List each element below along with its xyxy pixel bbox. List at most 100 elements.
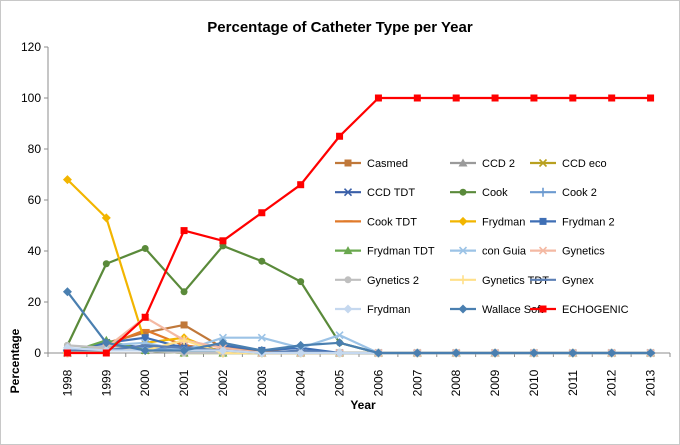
legend-label: Cook 2 bbox=[562, 187, 597, 199]
legend-swatch-marker bbox=[344, 159, 352, 167]
y-tick-label: 120 bbox=[21, 40, 41, 54]
legend-label: Gynetics bbox=[562, 246, 605, 258]
legend-swatch-marker bbox=[539, 217, 547, 225]
data-point bbox=[451, 348, 461, 358]
x-tick-label: 2013 bbox=[644, 369, 658, 396]
y-tick-label: 100 bbox=[21, 91, 41, 105]
y-tick-label: 60 bbox=[28, 193, 42, 207]
legend-swatch-marker bbox=[538, 187, 548, 197]
data-point bbox=[335, 338, 345, 348]
legend-label: Frydman 2 bbox=[562, 216, 615, 228]
x-tick-label: 2005 bbox=[333, 369, 347, 396]
legend-swatch-marker bbox=[539, 305, 547, 313]
data-point bbox=[647, 94, 655, 102]
legend: Casmed CCD 2 CCD eco CCD TDT Cook Cook 2 Cook … bbox=[335, 158, 629, 316]
legend-swatch-marker bbox=[458, 275, 468, 285]
series-line bbox=[66, 291, 651, 355]
legend-entry: Gynetics bbox=[530, 246, 605, 258]
legend-swatch-marker bbox=[344, 276, 352, 284]
series-line bbox=[66, 178, 651, 355]
x-tick-label: 2008 bbox=[449, 369, 463, 396]
series-frydman bbox=[62, 175, 656, 358]
data-point bbox=[336, 132, 344, 140]
legend-label: Gynex bbox=[562, 275, 594, 287]
legend-entry: Frydman 2 bbox=[530, 216, 615, 228]
legend-entry: con Guia bbox=[450, 246, 527, 258]
data-point bbox=[608, 94, 616, 102]
x-tick-label: 2011 bbox=[566, 370, 580, 396]
data-point bbox=[257, 333, 266, 342]
data-point bbox=[141, 244, 149, 252]
legend-entry: CCD TDT bbox=[335, 187, 415, 199]
series-line bbox=[66, 244, 651, 355]
legend-entry: Gynetics TDT bbox=[450, 275, 549, 287]
legend-swatch-marker bbox=[458, 158, 468, 167]
legend-label: Wallace Soft bbox=[482, 304, 543, 316]
data-point bbox=[62, 287, 72, 297]
legend-label: con Guia bbox=[482, 246, 527, 258]
data-point bbox=[179, 335, 189, 345]
data-point bbox=[413, 94, 421, 102]
data-point bbox=[141, 313, 149, 321]
x-tick-label: 2001 bbox=[177, 369, 191, 396]
x-tick-label: 2002 bbox=[216, 369, 230, 396]
legend-label: ECHOGENIC bbox=[562, 304, 629, 316]
data-point bbox=[62, 175, 72, 185]
legend-entry: Frydman bbox=[335, 304, 410, 316]
series-line bbox=[67, 96, 651, 355]
data-point bbox=[180, 227, 188, 235]
y-tick-label: 0 bbox=[34, 346, 41, 360]
legend-label: CCD TDT bbox=[367, 187, 415, 199]
legend-label: Frydman bbox=[367, 304, 410, 316]
data-point bbox=[180, 288, 188, 296]
data-point bbox=[296, 340, 306, 350]
y-tick-label: 40 bbox=[28, 244, 42, 258]
data-point bbox=[140, 345, 150, 355]
data-point bbox=[569, 94, 577, 102]
data-point bbox=[218, 345, 228, 355]
x-tick-label: 2012 bbox=[605, 369, 619, 396]
data-point bbox=[101, 213, 111, 223]
legend-swatch-marker bbox=[458, 304, 468, 314]
x-tick-label: 1999 bbox=[99, 369, 113, 396]
legend-swatch-marker bbox=[343, 246, 353, 255]
data-point bbox=[141, 329, 149, 337]
y-tick-label: 20 bbox=[28, 295, 42, 309]
x-tick-label: 1998 bbox=[60, 369, 74, 396]
legend-entry: Frydman bbox=[450, 216, 525, 228]
data-point bbox=[297, 278, 305, 286]
data-point bbox=[218, 338, 228, 348]
data-point bbox=[257, 345, 267, 355]
legend-swatch-marker bbox=[343, 188, 353, 197]
data-point bbox=[568, 348, 578, 358]
data-point bbox=[452, 94, 460, 102]
legend-entry: Cook 2 bbox=[530, 187, 597, 199]
legend-entry: Gynex bbox=[530, 275, 594, 287]
legend-entry: Cook bbox=[450, 187, 508, 199]
legend-entry: Wallace Soft bbox=[450, 304, 543, 316]
data-point bbox=[141, 334, 149, 342]
data-point bbox=[258, 257, 266, 265]
data-point bbox=[607, 348, 617, 358]
legend-entry: Frydman TDT bbox=[335, 246, 435, 258]
legend-label: Frydman TDT bbox=[367, 246, 435, 258]
data-point bbox=[529, 348, 539, 358]
data-point bbox=[219, 237, 227, 245]
data-point bbox=[374, 94, 382, 102]
legend-label: Gynetics 2 bbox=[367, 275, 419, 287]
x-tick-label: 2007 bbox=[410, 369, 424, 396]
data-point bbox=[218, 333, 228, 342]
legend-label: Casmed bbox=[367, 158, 408, 170]
legend-swatch-marker bbox=[458, 216, 468, 226]
x-tick-label: 2003 bbox=[255, 369, 269, 396]
data-point bbox=[530, 94, 538, 102]
axes: 0 20 40 60 80 100 120 1998 1999 2000 2001 2002 2003 2… bbox=[21, 40, 671, 396]
legend-swatch-marker bbox=[538, 246, 548, 255]
legend-entry: Gynetics 2 bbox=[335, 275, 419, 287]
legend-entry: CCD 2 bbox=[450, 158, 515, 170]
series-layer bbox=[62, 94, 656, 358]
data-point bbox=[373, 348, 383, 358]
legend-entry: Casmed bbox=[335, 158, 408, 170]
legend-entry: CCD eco bbox=[530, 158, 607, 170]
chart-title: Percentage of Catheter Type per Year bbox=[207, 19, 473, 36]
